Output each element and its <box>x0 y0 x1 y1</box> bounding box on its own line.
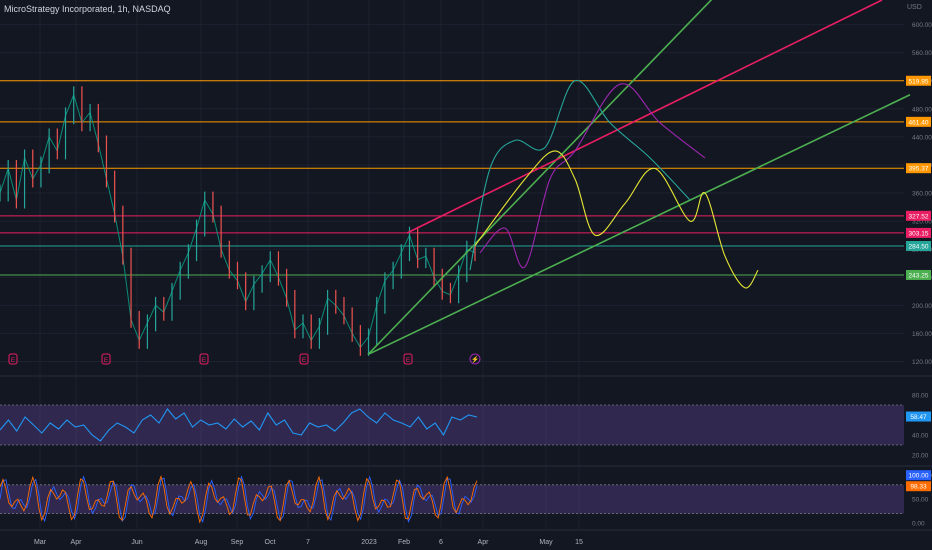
stoch-k-line <box>0 475 478 524</box>
level-label: 395.37 <box>909 166 929 173</box>
projection-curve <box>479 83 706 269</box>
level-badge <box>906 75 931 86</box>
level-badge <box>906 269 931 280</box>
price-tick-label: 120.00 <box>912 359 932 366</box>
x-tick-label: 15 <box>575 539 583 546</box>
earnings-marker-label: E <box>406 357 411 364</box>
price-tick-label: 160.00 <box>912 331 932 338</box>
currency-label: USD <box>907 4 922 11</box>
rsi-tick-label: 40.00 <box>912 433 929 440</box>
price-tick-label: 360.00 <box>912 191 932 198</box>
x-tick-label: Apr <box>478 539 490 546</box>
trendline <box>406 0 883 234</box>
earnings-marker <box>199 353 209 365</box>
level-badge <box>906 241 931 252</box>
stoch-d-line <box>0 474 478 524</box>
level-badge <box>906 210 931 221</box>
level-label: 243.25 <box>909 272 929 279</box>
x-tick-label: Oct <box>265 539 276 546</box>
x-tick-label: Sep <box>231 539 244 546</box>
price-tick-label: 560.00 <box>912 50 932 57</box>
earnings-marker-label: E <box>104 357 109 364</box>
rsi-line <box>0 408 478 442</box>
x-tick-label: Mar <box>34 539 47 546</box>
stoch-d-badge <box>906 481 931 492</box>
x-tick-label: 6 <box>439 539 443 546</box>
price-tick-label: 200.00 <box>912 303 932 310</box>
rsi-tick-label: 20.00 <box>912 453 929 460</box>
earnings-marker-label: E <box>302 357 307 364</box>
price-tick-label: 480.00 <box>912 106 932 113</box>
level-label: 327.52 <box>909 213 929 220</box>
stoch-tick-label: 50.00 <box>912 497 929 504</box>
earnings-marker <box>403 353 413 365</box>
stoch-k-badge <box>906 470 931 481</box>
x-tick-label: 2023 <box>361 539 377 546</box>
dividend-marker-label: ⚡ <box>471 356 479 364</box>
stoch-k-label: 100.00 <box>909 473 929 480</box>
level-label: 519.95 <box>909 78 929 85</box>
earnings-marker <box>101 353 111 365</box>
earnings-marker-label: E <box>11 357 16 364</box>
x-tick-label: Aug <box>195 539 208 546</box>
earnings-marker-label: E <box>202 357 207 364</box>
price-tick-label: 600.00 <box>912 22 932 29</box>
earnings-marker <box>299 353 309 365</box>
projection-curve <box>469 80 691 271</box>
level-label: 303.15 <box>909 230 929 237</box>
rsi-value-badge <box>906 411 931 422</box>
rsi-band <box>0 405 904 445</box>
x-tick-label: Jun <box>131 539 142 546</box>
projection-curve <box>474 150 759 289</box>
level-label: 284.50 <box>909 244 929 251</box>
level-badge <box>906 163 931 174</box>
dividend-marker <box>469 353 481 365</box>
x-tick-label: 7 <box>306 539 310 546</box>
chart-title: MicroStrategy Incorporated, 1h, NASDAQ <box>4 4 171 14</box>
stoch-d-label: 98.33 <box>910 484 927 491</box>
earnings-marker <box>8 353 18 365</box>
level-badge <box>906 227 931 238</box>
rsi-value-label: 58.47 <box>910 414 927 421</box>
x-tick-label: Apr <box>71 539 83 546</box>
level-badge <box>906 116 931 127</box>
level-label: 461.40 <box>909 119 929 126</box>
trendline <box>367 94 911 356</box>
trendline <box>367 0 713 356</box>
rsi-tick-label: 80.00 <box>912 393 929 400</box>
price-tick-label: 440.00 <box>912 134 932 141</box>
x-tick-label: May <box>539 539 553 546</box>
price-series <box>0 86 476 356</box>
price-tick-label: 320.00 <box>912 219 932 226</box>
stoch-tick-label: 0.00 <box>912 521 925 528</box>
x-tick-label: Feb <box>398 539 410 546</box>
